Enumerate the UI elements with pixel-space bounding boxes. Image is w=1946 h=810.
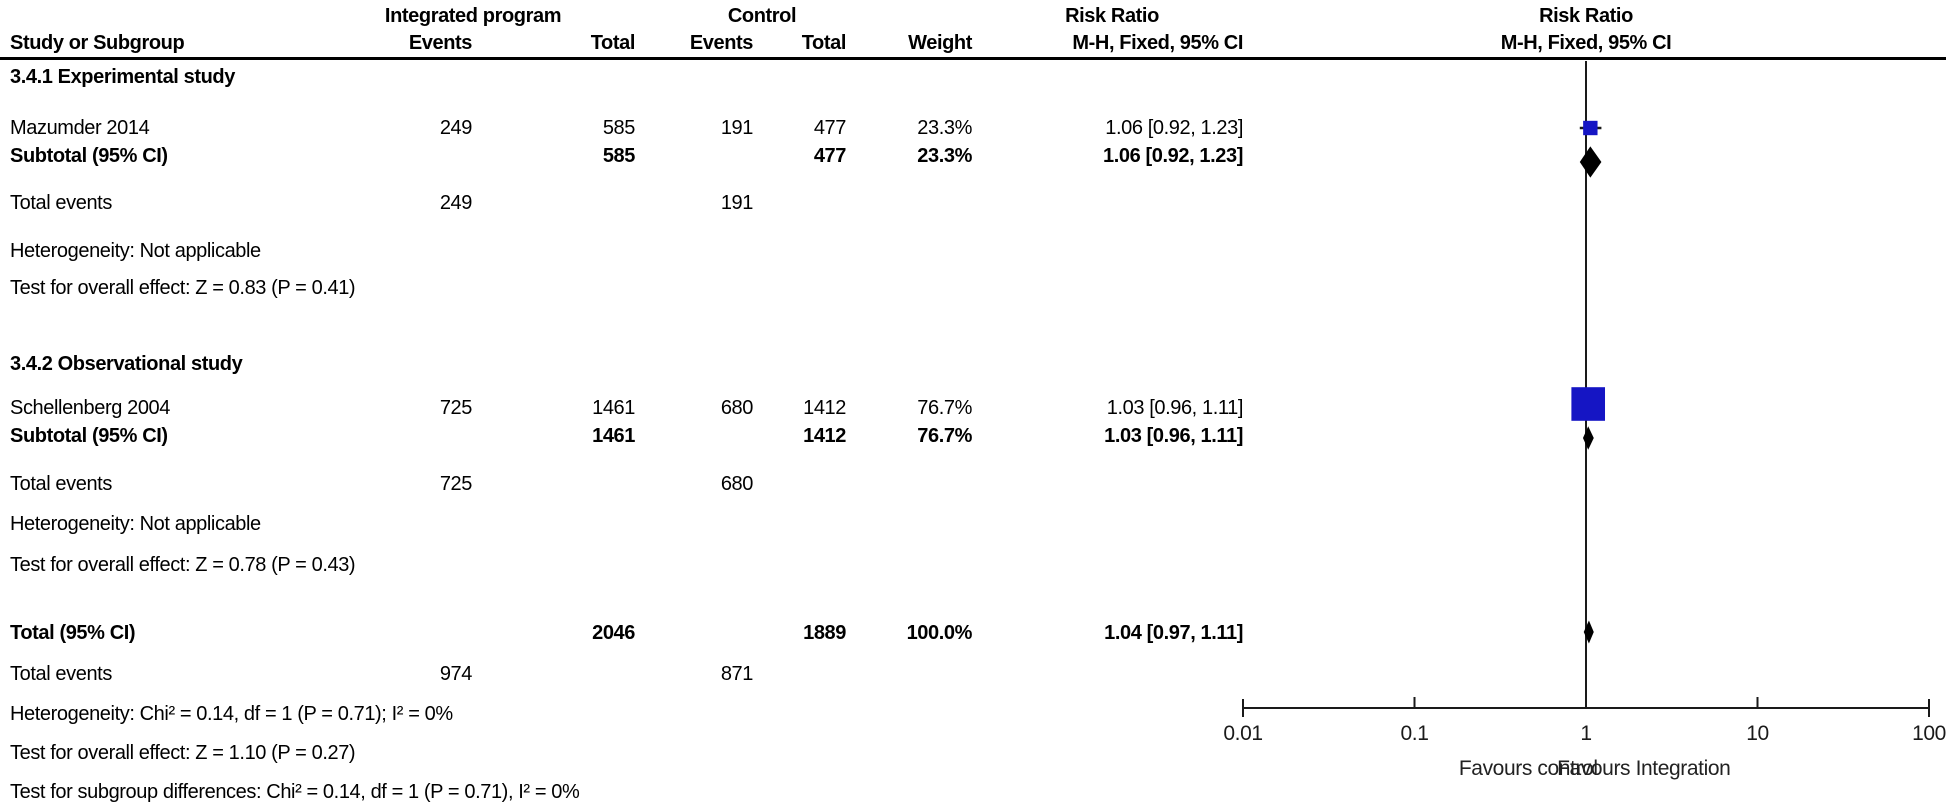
axis-tick-label: 0.1 xyxy=(1401,722,1429,745)
study-weight: 76.7% xyxy=(917,397,972,419)
study-events-control: 680 xyxy=(720,397,754,419)
overall-effect-test: Test for overall effect: Z = 0.83 (P = 0… xyxy=(10,277,356,299)
heterogeneity-stats: Heterogeneity: Chi² = 0.14, df = 1 (P = … xyxy=(10,703,453,725)
subtotal-label: Subtotal (95% CI) xyxy=(10,145,168,167)
column-header-mh-fixed: M-H, Fixed, 95% CI xyxy=(1072,32,1243,54)
study-weight: 23.3% xyxy=(917,117,972,139)
subtotal-ci-text: 1.03 [0.96, 1.11] xyxy=(1104,425,1243,447)
subtotal-label: Subtotal (95% CI) xyxy=(10,425,168,447)
subtotal-total-control: 477 xyxy=(813,145,847,167)
subtotal-total-treatment: 1461 xyxy=(592,425,635,447)
column-header-total-2: Total xyxy=(801,32,847,54)
favours-right-label: Favours Integration xyxy=(1557,757,1730,780)
total-events-label: Total events xyxy=(10,663,112,685)
pooled-diamond xyxy=(1582,426,1594,450)
heterogeneity-note: Heterogeneity: Not applicable xyxy=(10,513,261,535)
overall-effect-test: Test for overall effect: Z = 1.10 (P = 0… xyxy=(10,742,356,764)
total-events-control: 680 xyxy=(720,473,754,495)
subgroup-title-experimental: 3.4.1 Experimental study xyxy=(10,66,235,88)
grand-total-control: 1889 xyxy=(803,622,846,644)
study-events-treatment: 725 xyxy=(439,397,473,419)
column-header-study: Study or Subgroup xyxy=(10,32,185,54)
study-total-control: 477 xyxy=(813,117,847,139)
total-events-treatment: 249 xyxy=(439,192,473,214)
study-name: Schellenberg 2004 xyxy=(10,397,170,419)
study-total-treatment: 585 xyxy=(602,117,636,139)
header-divider xyxy=(0,57,1946,60)
axis-tick-label: 0.01 xyxy=(1223,722,1262,745)
group-header-integrated-program: Integrated program xyxy=(384,5,562,27)
total-events-control: 191 xyxy=(720,192,754,214)
heterogeneity-note: Heterogeneity: Not applicable xyxy=(10,240,261,262)
subtotal-total-treatment: 585 xyxy=(602,145,636,167)
total-events-label: Total events xyxy=(10,192,112,214)
axis-tick-label: 100 xyxy=(1912,722,1946,745)
axis-tick-label: 10 xyxy=(1746,722,1769,745)
overall-effect-test: Test for overall effect: Z = 0.78 (P = 0… xyxy=(10,554,356,576)
study-events-control: 191 xyxy=(720,117,754,139)
study-total-treatment: 1461 xyxy=(592,397,635,419)
column-header-total-1: Total xyxy=(590,32,636,54)
plot-header-risk-ratio: Risk Ratio xyxy=(1539,5,1633,27)
grand-total-label: Total (95% CI) xyxy=(10,622,136,644)
total-events-treatment: 974 xyxy=(439,663,473,685)
pooled-diamond xyxy=(1583,620,1594,644)
column-header-events-1: Events xyxy=(408,32,473,54)
total-events-treatment: 725 xyxy=(439,473,473,495)
subtotal-weight: 23.3% xyxy=(917,145,972,167)
subtotal-total-control: 1412 xyxy=(803,425,846,447)
study-marker-square xyxy=(1571,387,1606,421)
grand-total-ci-text: 1.04 [0.97, 1.11] xyxy=(1104,622,1243,644)
study-events-treatment: 249 xyxy=(439,117,473,139)
column-header-events-2: Events xyxy=(689,32,754,54)
column-header-weight: Weight xyxy=(908,32,972,54)
study-ci-text: 1.06 [0.92, 1.23] xyxy=(1105,117,1243,139)
study-name: Mazumder 2014 xyxy=(10,117,150,139)
plot-header-mh-fixed: M-H, Fixed, 95% CI xyxy=(1500,32,1672,54)
axis-tick-label: 1 xyxy=(1580,722,1591,745)
subtotal-weight: 76.7% xyxy=(917,425,972,447)
column-header-risk-ratio: Risk Ratio xyxy=(1065,5,1159,27)
total-events-label: Total events xyxy=(10,473,112,495)
grand-total-treatment: 2046 xyxy=(592,622,635,644)
subtotal-ci-text: 1.06 [0.92, 1.23] xyxy=(1103,145,1243,167)
study-marker-square xyxy=(1583,120,1598,136)
study-total-control: 1412 xyxy=(803,397,846,419)
total-events-control: 871 xyxy=(720,663,754,685)
grand-total-weight: 100.0% xyxy=(906,622,973,644)
study-ci-text: 1.03 [0.96, 1.11] xyxy=(1106,397,1244,419)
subgroup-difference-test: Test for subgroup differences: Chi² = 0.… xyxy=(10,781,580,803)
pooled-diamond xyxy=(1579,146,1602,178)
group-header-control: Control xyxy=(727,5,797,27)
favours-left-label: Favours control xyxy=(1459,757,1598,780)
subgroup-title-observational: 3.4.2 Observational study xyxy=(10,353,243,375)
